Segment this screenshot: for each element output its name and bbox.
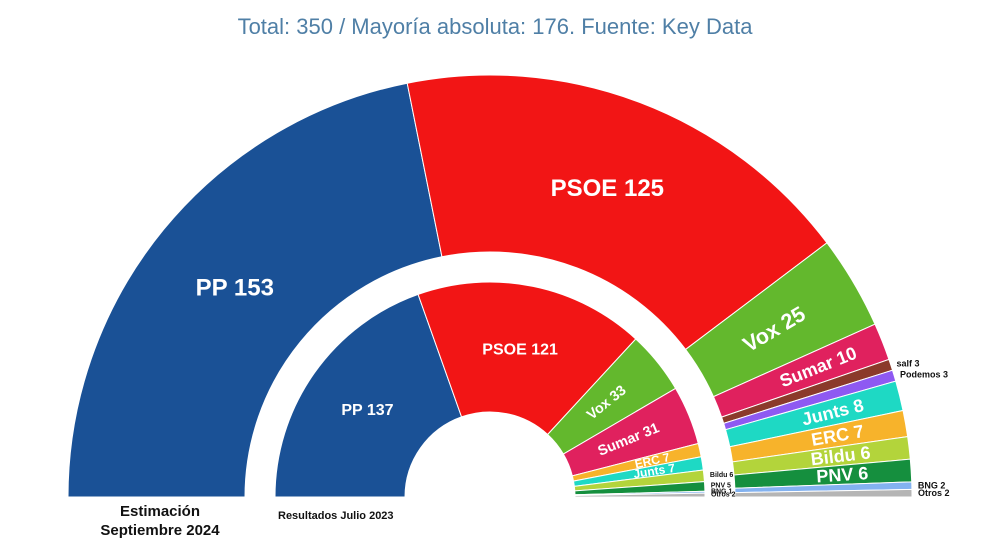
outer-slice-otros (734, 488, 913, 498)
inner-label-psoe: PSOE 121 (482, 342, 558, 359)
chart-subtitle: Total: 350 / Mayoría absoluta: 176. Fuen… (237, 14, 753, 39)
outer-label-pnv: PNV 6 (816, 463, 869, 486)
outer-label-pp: PP 153 (196, 274, 274, 301)
inner-side-label-otros: Otros 2 (711, 492, 736, 499)
inner-slice-psoe (417, 281, 637, 436)
inner-ring-caption: Resultados Julio 2023 (278, 510, 394, 522)
outer-caption-line1: Estimación (119, 503, 201, 520)
inner-side-label-bildu: Bildu 6 (710, 472, 733, 479)
inner-slice-otros (574, 492, 706, 498)
outer-side-label-salf: salf 3 (897, 359, 920, 369)
outer-side-label-podemos: Podemos 3 (900, 369, 948, 379)
inner-slice-pp (274, 293, 463, 498)
outer-side-label-otros: Otros 2 (918, 488, 950, 498)
outer-slice-pp (67, 82, 443, 498)
outer-ring-caption: Estimación Septiembre 2024 (60, 502, 260, 540)
outer-slice-psoe (406, 74, 828, 351)
outer-side-label-bng: BNG 2 (918, 481, 946, 491)
inner-side-label-bng: BNG 1 (711, 489, 733, 496)
inner-side-label-pnv: PNV 5 (711, 483, 731, 490)
outer-caption-line2: Septiembre 2024 (100, 522, 220, 539)
outer-label-psoe: PSOE 125 (551, 175, 664, 202)
inner-label-pp: PP 137 (341, 402, 393, 419)
